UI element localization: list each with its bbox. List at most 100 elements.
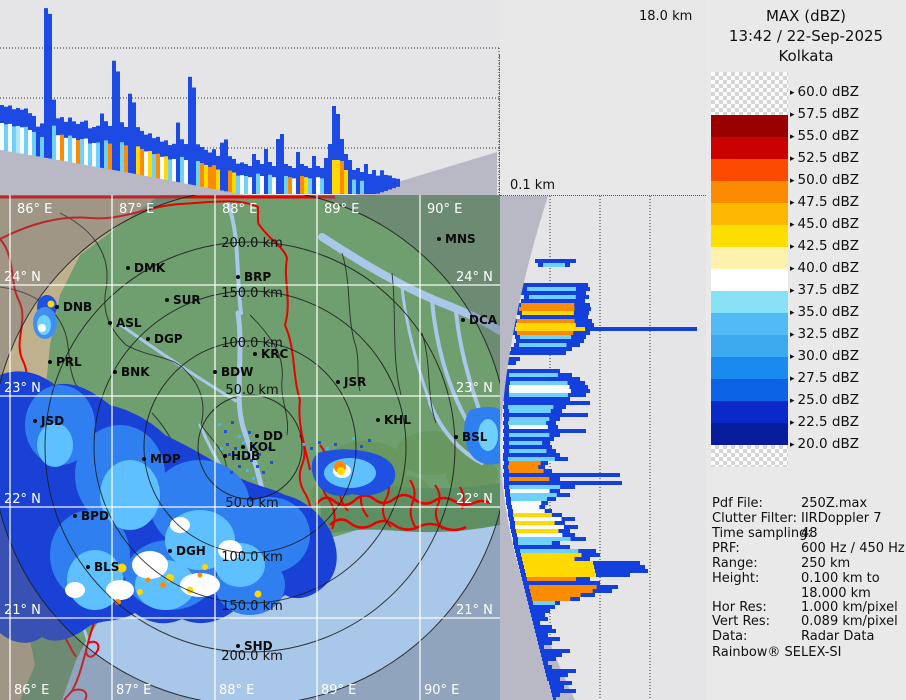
legend-datetime: 13:42 / 22-Sep-2025 <box>728 27 884 45</box>
scale-tick-arrow: ▸ <box>790 330 795 340</box>
scale-label: ▸ 55.0 dBZ <box>790 128 859 144</box>
svg-text:BLS: BLS <box>94 560 119 574</box>
scale-tick-arrow: ▸ <box>790 242 795 252</box>
scale-tick-arrow: ▸ <box>790 440 795 450</box>
height-axis-max-label: 18.0 km <box>639 9 693 24</box>
meta-label: Hor Res: <box>712 600 767 615</box>
range-ring-labels: 200.0 km 150.0 km 100.0 km 50.0 km 50.0 km 10… <box>221 236 283 664</box>
station-JSR: JSR <box>336 375 366 389</box>
latlon-grid <box>0 195 500 700</box>
color-swatch <box>711 137 788 159</box>
range-ring-label: 100.0 km <box>221 336 283 351</box>
beam-blind-wedge-left <box>0 150 243 195</box>
scale-label: ▸ 20.0 dBZ <box>790 436 859 452</box>
svg-text:BSL: BSL <box>462 430 488 444</box>
height-axis-min-label: 0.1 km <box>510 178 555 193</box>
color-swatch <box>711 423 788 445</box>
meta-value: 1.000 km/pixel <box>801 600 898 615</box>
scale-label: ▸ 50.0 dBZ <box>790 172 859 188</box>
meta-value: 250 km <box>801 556 851 571</box>
color-swatch <box>711 203 788 225</box>
meta-label: Vert Res: <box>712 614 771 629</box>
color-swatch <box>711 291 788 313</box>
station-DCA: DCA <box>461 313 498 327</box>
station-BRP: BRP <box>236 270 271 284</box>
scale-tick-arrow: ▸ <box>790 198 795 208</box>
scale-label: ▸ 47.5 dBZ <box>790 194 859 210</box>
color-swatch <box>711 115 788 137</box>
scale-label: ▸ 52.5 dBZ <box>790 150 859 166</box>
station-DMK: DMK <box>126 261 166 275</box>
svg-text:HDB: HDB <box>231 449 260 463</box>
station-DNB: DNB <box>55 300 92 314</box>
meta-value: IIRDoppler 7 <box>801 511 882 526</box>
lon-label-top: 86° E <box>17 202 52 217</box>
legend-site: Kolkata <box>778 47 834 65</box>
scale-tick-arrow: ▸ <box>790 352 795 362</box>
scale-tick-arrow: ▸ <box>790 110 795 120</box>
lon-label-bottom: 87° E <box>116 683 151 698</box>
station-BNK: BNK <box>113 365 150 379</box>
color-swatch <box>711 379 788 401</box>
range-ring-label: 100.0 km <box>221 550 283 565</box>
lat-label-left: 22° N <box>4 492 41 507</box>
color-swatch <box>711 335 788 357</box>
scale-tick-arrow: ▸ <box>790 396 795 406</box>
station-HDB: HDB <box>223 449 260 463</box>
lon-label-bottom: 88° E <box>219 683 254 698</box>
lon-label-bottom: 86° E <box>14 683 49 698</box>
svg-text:BPD: BPD <box>81 509 109 523</box>
scale-label: ▸ 60.0 dBZ <box>790 84 859 100</box>
svg-text:BRP: BRP <box>244 270 271 284</box>
station-MNS: MNS <box>437 232 476 246</box>
color-swatch <box>711 313 788 335</box>
range-rings <box>0 195 500 700</box>
map-state-borders-red <box>0 195 491 700</box>
svg-text:JSD: JSD <box>40 414 64 428</box>
svg-text:DMK: DMK <box>134 261 166 275</box>
meta-value: 600 Hz / 450 Hz <box>801 541 905 556</box>
station-BDW: BDW <box>213 365 253 379</box>
range-ring-label: 50.0 km <box>225 496 278 511</box>
top-cross-section-panel <box>0 0 500 195</box>
svg-text:DGP: DGP <box>154 332 183 346</box>
color-swatch <box>711 269 788 291</box>
scale-tick-arrow: ▸ <box>790 176 795 186</box>
meta-value: 0.100 km to 18.000 km <box>801 571 880 601</box>
lon-label-top: 88° E <box>222 202 257 217</box>
svg-text:SHD: SHD <box>244 639 273 653</box>
svg-text:PRL: PRL <box>56 355 82 369</box>
svg-text:BNK: BNK <box>121 365 150 379</box>
right-cross-section-panel <box>500 195 706 700</box>
station-DGH: DGH <box>168 544 206 558</box>
range-ring-label: 200.0 km <box>221 649 283 664</box>
station-SUR: SUR <box>165 293 201 307</box>
scale-label: ▸ 35.0 dBZ <box>790 304 859 320</box>
scale-label: ▸ 25.0 dBZ <box>790 392 859 408</box>
radar-map[interactable]: 200.0 km 150.0 km 100.0 km 50.0 km 50.0 km 10… <box>0 195 500 700</box>
station-SHD: SHD <box>236 639 273 653</box>
lon-label-bottom: 89° E <box>321 683 356 698</box>
color-swatch <box>711 357 788 379</box>
svg-text:DD: DD <box>263 429 283 443</box>
meta-label: Range: <box>712 556 758 571</box>
legend-title: MAX (dBZ) <box>765 7 847 25</box>
meta-label: PRF: <box>712 541 740 556</box>
scale-tick-arrow: ▸ <box>790 418 795 428</box>
right-cross-section-plot <box>500 196 697 700</box>
radar-map-panel: 200.0 km 150.0 km 100.0 km 50.0 km 50.0 km 10… <box>0 195 500 700</box>
lat-label-right: 22° N <box>456 492 493 507</box>
svg-text:DGH: DGH <box>176 544 206 558</box>
lat-label-right: 24° N <box>456 270 493 285</box>
scale-tick-arrow: ▸ <box>790 132 795 142</box>
range-ring-label: 150.0 km <box>221 286 283 301</box>
meta-label: Time sampling: <box>712 526 812 541</box>
station-BPD: BPD <box>73 509 109 523</box>
lat-label-right: 23° N <box>456 381 493 396</box>
beam-blind-wedge-bottom <box>500 447 575 700</box>
station-DGP: DGP <box>146 332 183 346</box>
color-swatch <box>711 445 788 467</box>
station-BLS: BLS <box>86 560 119 574</box>
lat-label-left: 21° N <box>4 603 41 618</box>
